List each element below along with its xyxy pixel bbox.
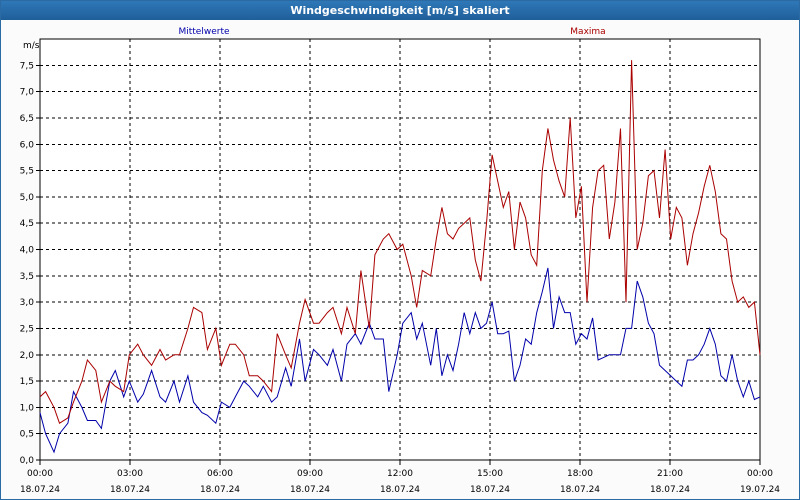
x-tick-date: 18.07.24 [650, 485, 690, 495]
x-tick-time: 18:00 [567, 469, 593, 479]
window-title: Windgeschwindigkeit [m/s] skaliert [1, 1, 799, 20]
x-tick-date: 18.07.24 [110, 485, 150, 495]
series-line-mittelwerte [39, 267, 761, 454]
y-tick-label: 5,0 [20, 193, 35, 203]
axes [36, 38, 761, 465]
x-tick-time: 06:00 [207, 469, 233, 479]
y-tick-label: 5,5 [20, 167, 34, 177]
grid [40, 39, 760, 461]
tick-labels: 0,0 0,5 1,0 1,5 2,0 2,5 3,0 3,5 4,0 4,5 5,0 5,5 6,0 6… [20, 61, 781, 495]
y-tick-label: 6,0 [20, 140, 35, 150]
x-tick-date: 19.07.24 [740, 485, 780, 495]
y-tick-label: 3,5 [20, 272, 34, 282]
y-tick-label: 0,0 [20, 456, 35, 466]
x-tick-time: 15:00 [477, 469, 503, 479]
x-tick-time: 03:00 [117, 469, 143, 479]
x-tick-date: 18.07.24 [20, 485, 60, 495]
y-tick-label: 7,0 [20, 88, 35, 98]
y-tick-label: 7,5 [20, 61, 34, 71]
x-tick-date: 18.07.24 [200, 485, 240, 495]
y-tick-label: 1,5 [20, 377, 34, 387]
series [39, 60, 761, 454]
x-tick-time: 12:00 [387, 469, 413, 479]
y-tick-label: 1,0 [20, 403, 35, 413]
legend-max: Maxima [570, 27, 605, 37]
y-axis-label: m/s [23, 41, 40, 51]
y-tick-label: 4,0 [20, 246, 35, 256]
y-tick-label: 2,0 [20, 351, 35, 361]
x-tick-date: 18.07.24 [380, 485, 420, 495]
x-tick-time: 00:00 [747, 469, 773, 479]
plot-frame [39, 38, 761, 461]
x-tick-time: 00:00 [27, 469, 53, 479]
x-tick-date: 18.07.24 [470, 485, 510, 495]
y-tick-label: 3,0 [20, 298, 35, 308]
y-tick-label: 6,5 [20, 114, 34, 124]
legend-mean: Mittelwerte [178, 27, 229, 37]
series-line-maxima [39, 60, 761, 424]
y-tick-label: 4,5 [20, 219, 34, 229]
y-tick-label: 2,5 [20, 324, 34, 334]
y-tick-label: 0,5 [20, 430, 34, 440]
x-tick-time: 21:00 [657, 469, 683, 479]
x-tick-date: 18.07.24 [560, 485, 600, 495]
x-tick-date: 18.07.24 [290, 485, 330, 495]
x-tick-time: 09:00 [297, 469, 323, 479]
